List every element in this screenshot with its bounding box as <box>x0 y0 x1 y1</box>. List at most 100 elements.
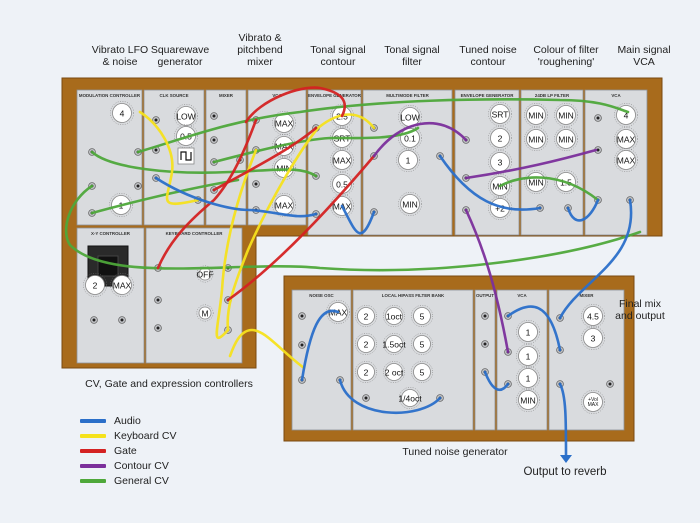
cable-general-cv <box>64 184 642 272</box>
knob-scale <box>488 126 512 150</box>
knob-scale <box>83 273 107 297</box>
knob-value: 2 oct <box>385 367 404 377</box>
cable-audio <box>438 154 542 211</box>
knob-value: 3 <box>591 333 596 343</box>
cable-keyboard-cv <box>228 328 306 370</box>
knob-scale <box>396 148 420 172</box>
module-title: MULTIMODE FILTER <box>386 93 429 98</box>
knob <box>385 335 403 353</box>
jack-hole <box>136 184 140 188</box>
knob <box>398 150 418 170</box>
legend-label-audio: Audio <box>114 415 141 427</box>
knob-scale <box>355 305 377 327</box>
knob-value: MAX <box>275 118 294 128</box>
knob-value: M <box>201 308 208 318</box>
module-title: VCA <box>517 293 527 298</box>
legend-gate: Gate <box>80 445 137 457</box>
module-vca_2: VCA 1 1 1 MIN <box>496 289 548 431</box>
knob <box>490 104 510 124</box>
jack-hole <box>212 114 216 118</box>
knob <box>490 128 510 148</box>
module-output: OUTPUT <box>474 289 496 431</box>
knob-scale <box>398 105 422 129</box>
legend-label-contour-cv: Contour CV <box>114 460 169 472</box>
knob <box>357 307 375 325</box>
knob <box>526 129 546 149</box>
jack-hole <box>608 382 612 386</box>
knob <box>583 306 603 326</box>
jack-hole <box>596 148 600 152</box>
knob <box>400 194 420 214</box>
knob-value: 4.5 <box>587 311 599 321</box>
knob-scale <box>411 333 433 355</box>
module-multimode_filter: MULTIMODE FILTER LOW 0.1 1 MIN <box>362 89 453 236</box>
module-title: MIXER <box>219 93 234 98</box>
module-title: ENVELOPE GENERATOR <box>308 93 362 98</box>
jack-hole <box>300 343 304 347</box>
module-title: MODULATION CONTROLLER <box>79 93 141 98</box>
knob-scale <box>109 193 133 217</box>
jack-hole <box>156 298 160 302</box>
knob-scale <box>355 333 377 355</box>
knob-scale <box>272 156 296 180</box>
module-title: MIXER <box>580 293 595 298</box>
jack-hole <box>156 326 160 330</box>
knob-scale <box>398 192 422 216</box>
knob-value: MIN <box>528 110 544 120</box>
legend-swatch-gate <box>80 449 106 454</box>
knob-scale <box>554 103 578 127</box>
knob <box>583 392 603 412</box>
knob-scale <box>399 387 421 409</box>
knob-value: MIN <box>528 134 544 144</box>
knob-scale <box>488 174 512 198</box>
knob-value: OFF <box>197 269 214 279</box>
knob-value: 1 <box>526 351 531 361</box>
knob-value: 1oct <box>386 311 403 321</box>
knob-scale <box>383 361 405 383</box>
knob-scale <box>272 111 296 135</box>
knob-scale <box>614 148 638 172</box>
knob-scale <box>330 172 354 196</box>
cable-audio <box>340 204 376 235</box>
knob-value: MAX <box>588 402 600 408</box>
knob <box>357 363 375 381</box>
cable-audio <box>300 309 340 382</box>
knob-scale <box>524 103 548 127</box>
knob-scale <box>516 344 540 368</box>
legend-swatch-audio <box>80 419 106 424</box>
knob-scale <box>554 170 578 194</box>
knob-scale <box>488 102 512 126</box>
knob-scale <box>614 103 638 127</box>
legend-audio: Audio <box>80 415 141 427</box>
patch-cables <box>64 86 642 463</box>
cable-general-cv <box>90 150 318 178</box>
module-title: VCA <box>611 93 621 98</box>
legend-keyboard-cv: Keyboard CV <box>80 430 176 442</box>
knob-scale <box>398 126 422 150</box>
square-wave-icon <box>180 151 192 161</box>
jack-hole <box>92 318 96 322</box>
module-title: KEYBOARD CONTROLLER <box>166 231 224 236</box>
knob-value: MIN <box>402 199 418 209</box>
joystick-knob <box>97 255 119 277</box>
knob-value: 0.5 <box>336 179 348 189</box>
knob-scale <box>516 366 540 390</box>
knob-scale <box>174 104 198 128</box>
knob-value: MAX <box>113 280 132 290</box>
cable-audio <box>483 370 510 392</box>
knob <box>112 275 132 295</box>
label-tuned-noise-contour: Tuned noise contour <box>459 44 517 68</box>
knob-scale <box>488 150 512 174</box>
cable-gate <box>226 154 376 302</box>
knob <box>413 307 431 325</box>
knob-scale <box>110 101 134 125</box>
module-keyboard_controller: KEYBOARD CONTROLLER OFF M <box>145 227 243 364</box>
module-filter_bank: LOCAL HIPASS FILTER BANK 2 1oct 5 2 1.5oct 5 2 2… <box>352 289 474 431</box>
knob-value: 5 <box>420 367 425 377</box>
legend-swatch-keyboard-cv <box>80 434 106 439</box>
module-xy_controller: X-Y CONTROLLER 2 MAX <box>76 227 145 364</box>
knob <box>526 105 546 125</box>
label-final-mix: Final mix and output <box>615 298 665 322</box>
